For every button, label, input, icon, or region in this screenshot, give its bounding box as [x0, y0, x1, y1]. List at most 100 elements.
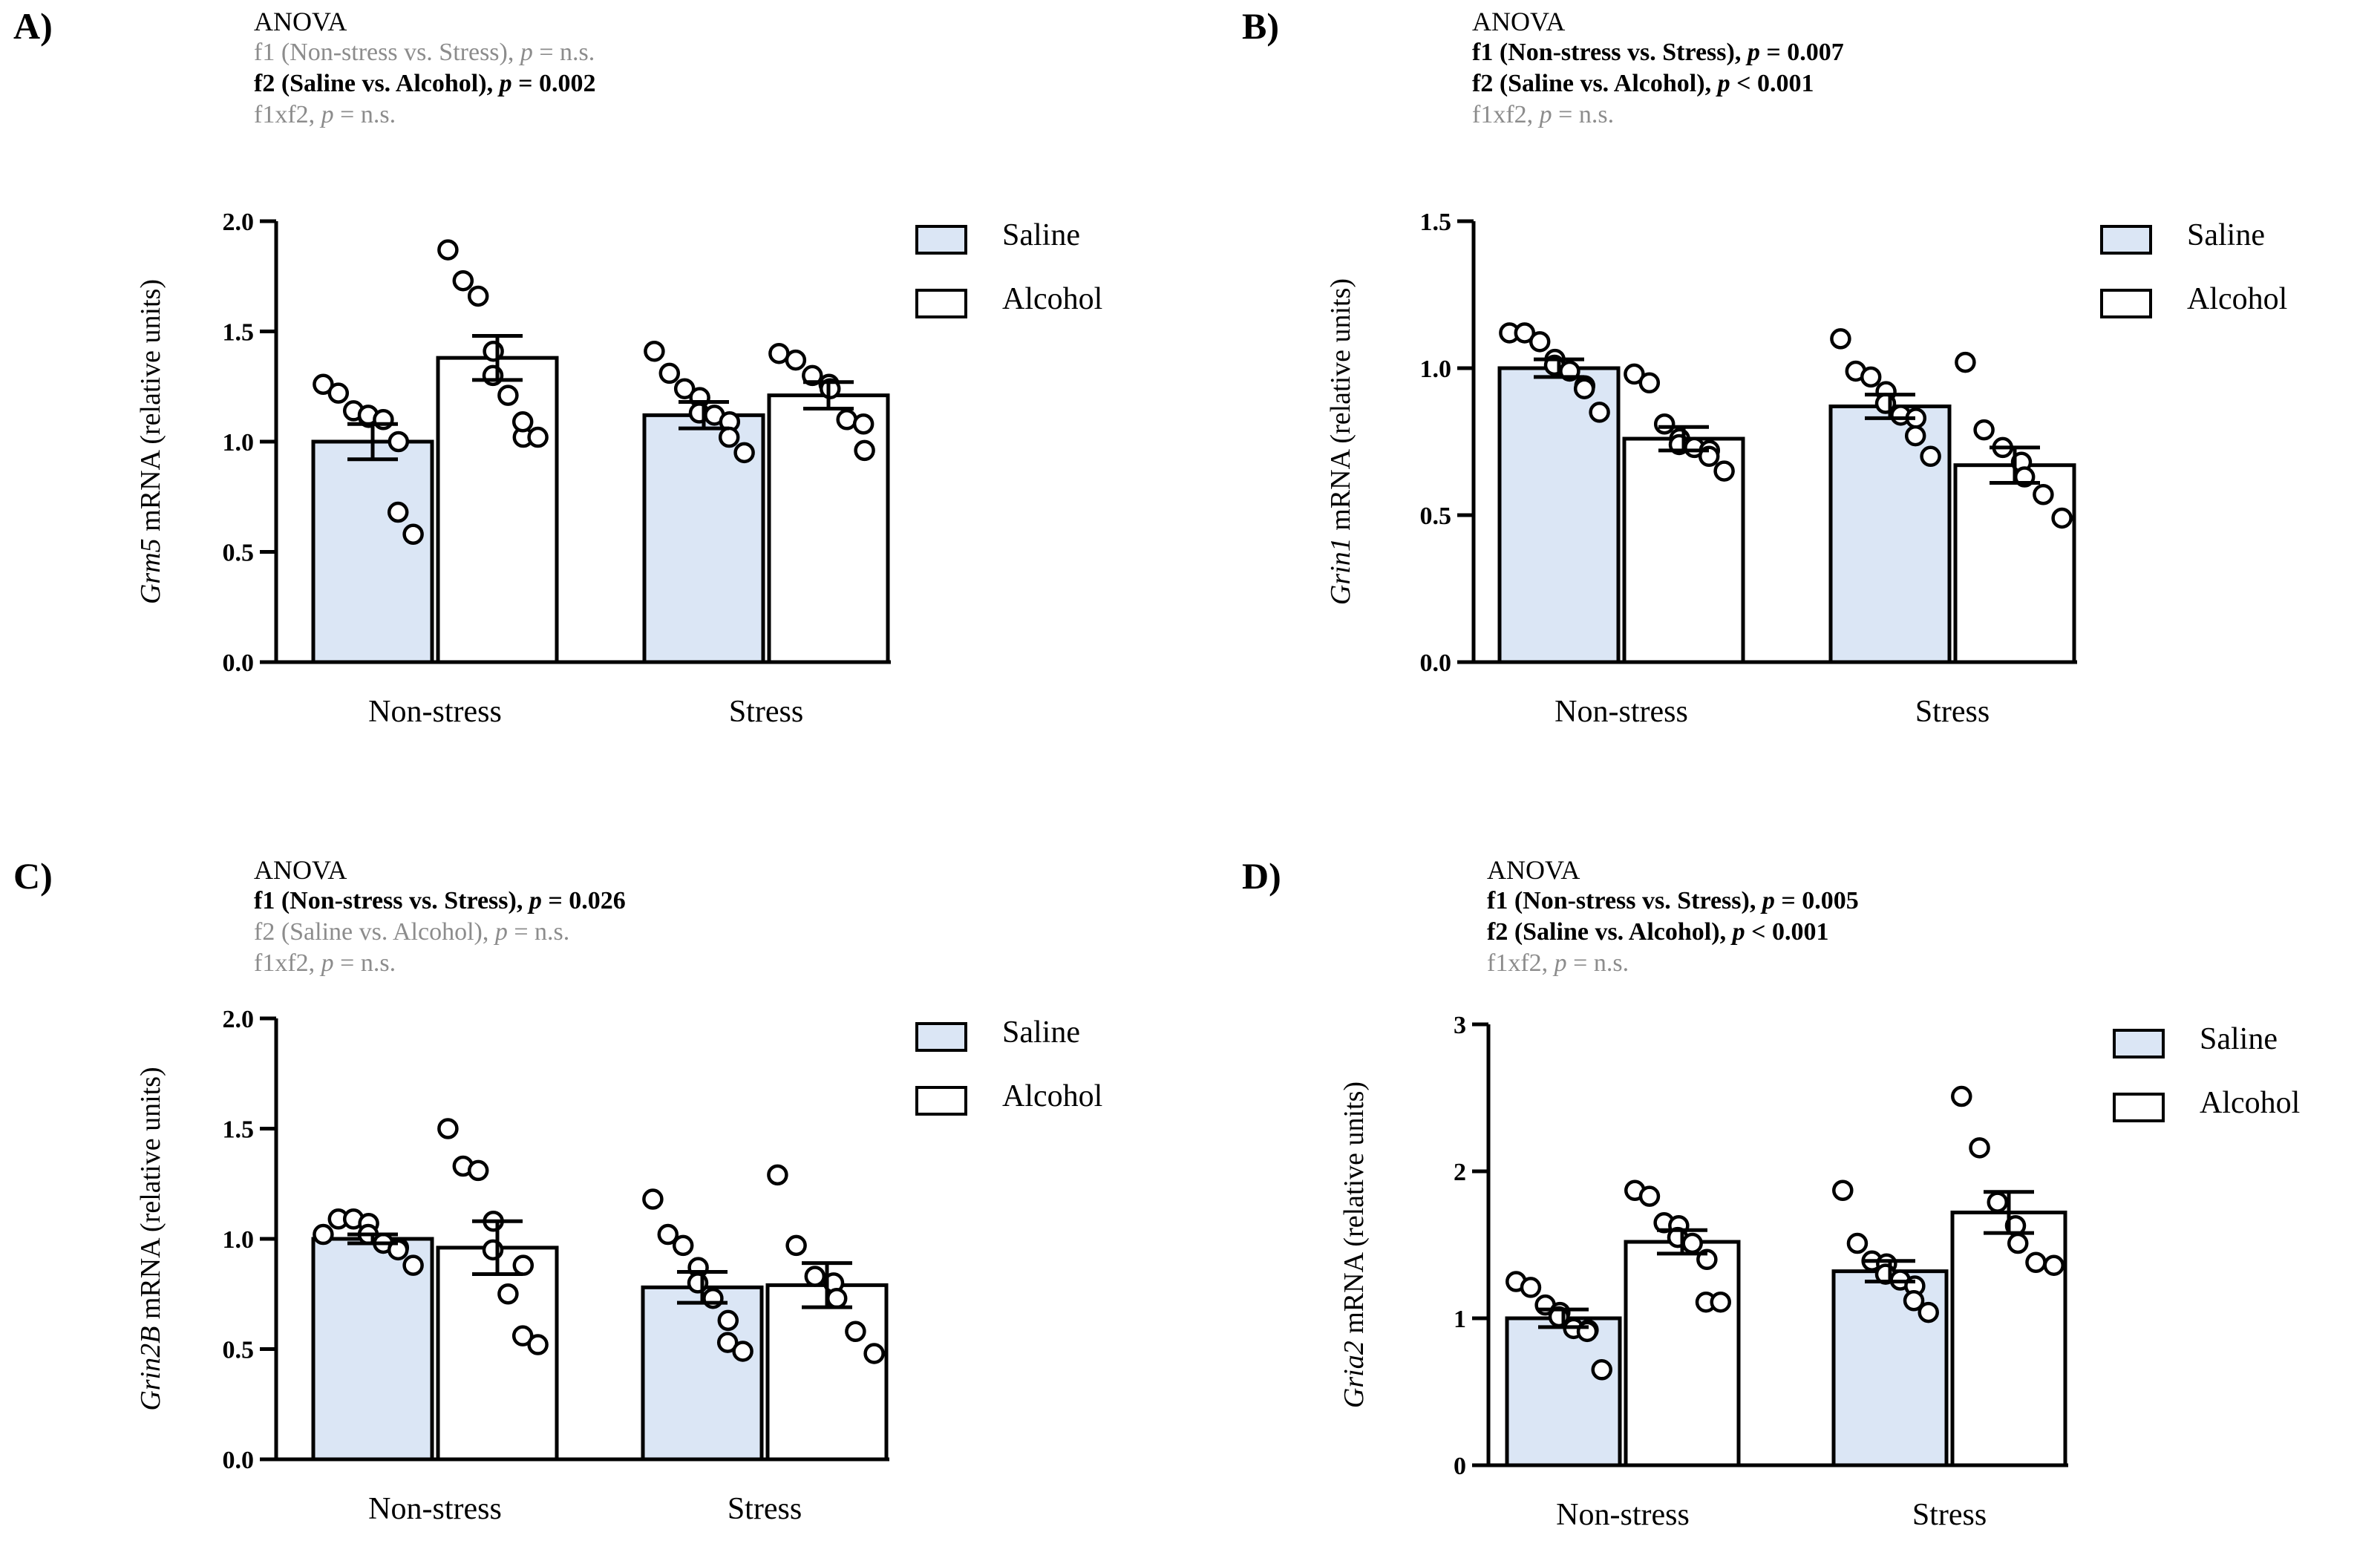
anova-f2: f2 (Saline vs. Alcohol), p < 0.001: [1472, 70, 1814, 97]
legend-label-saline: Saline: [1002, 218, 1080, 252]
data-point: [1624, 363, 1645, 385]
anova-f1xf2: f1xf2, p = n.s.: [254, 949, 396, 977]
anova-title: ANOVA: [1487, 855, 1580, 885]
y-tick-label: 1.0: [223, 1226, 255, 1254]
data-point: [1951, 1085, 1972, 1107]
data-point: [836, 409, 857, 431]
data-point: [327, 382, 350, 404]
y-tick-label: 2.0: [223, 1006, 255, 1033]
y-tick-label: 1.0: [223, 429, 255, 456]
y-tick-label: 0.5: [223, 1337, 255, 1364]
data-point: [852, 413, 874, 435]
anova-f2: f2 (Saline vs. Alcohol), p = n.s.: [254, 918, 570, 946]
anova-f1: f1 (Non-stress vs. Stress), p = 0.026: [254, 887, 626, 914]
bar-chart-gria2: 0 1 2 3 Gria2 mRNA (relative units) Non-stres…: [1338, 1012, 2300, 1532]
legend-swatch-alcohol: [2113, 1093, 2165, 1122]
panel-label: C): [13, 855, 53, 897]
legend-swatch-saline: [2100, 225, 2152, 255]
bar-alcohol-stress: [1950, 1210, 2067, 1467]
data-point: [1713, 460, 1735, 482]
data-point: [437, 239, 459, 261]
panel-d: D) ANOVA f1 (Non-stress vs. Stress), p =…: [1190, 780, 2380, 1560]
data-point: [1573, 378, 1595, 399]
data-point: [767, 1164, 788, 1186]
data-point: [845, 1321, 866, 1342]
bar-saline-stress: [1828, 404, 1952, 664]
y-tick-label: 1.5: [223, 319, 255, 347]
data-point: [1710, 1291, 1731, 1313]
panel-label: D): [1242, 855, 1281, 897]
data-point: [732, 1341, 753, 1362]
y-axis-label-gene: Grin1: [1325, 537, 1356, 605]
data-point: [1638, 1185, 1661, 1207]
y-axis-label-gene: Grin2B: [135, 1326, 166, 1411]
y-tick-label: 0: [1454, 1453, 1466, 1480]
y-axis-label-units: mRNA (relative units): [135, 279, 166, 538]
anova-title: ANOVA: [254, 7, 347, 36]
anova-f1xf2: f1xf2, p = n.s.: [1472, 101, 1615, 128]
anova-f2: f2 (Saline vs. Alcohol), p < 0.001: [1487, 918, 1829, 946]
bar-chart-grm5: 0.0 0.5 1.0 1.5 2.0 Grm5 mRNA (relative units…: [135, 209, 1102, 729]
data-point: [1987, 1191, 2009, 1213]
anova-summary: ANOVA f1 (Non-stress vs. Stress), p = n.…: [254, 6, 595, 131]
y-axis-label: Gria2 mRNA (relative units): [1338, 1081, 1370, 1408]
data-point: [718, 426, 740, 448]
data-point: [733, 442, 755, 464]
y-axis-label: Grin1 mRNA (relative units): [1325, 278, 1356, 605]
x-category-label: Non-stress: [1556, 1498, 1690, 1532]
y-tick-label: 0.0: [1420, 649, 1452, 677]
data-point: [1920, 445, 1941, 468]
bar-saline-non-stress: [311, 439, 434, 664]
data-point: [716, 1332, 739, 1353]
data-point: [1653, 413, 1676, 435]
data-point: [2051, 507, 2073, 529]
anova-summary: ANOVA f1 (Non-stress vs. Stress), p = 0.…: [254, 854, 626, 979]
data-point: [1918, 1301, 1939, 1323]
panel-c: C) ANOVA f1 (Non-stress vs. Stress), p =…: [0, 780, 1190, 1560]
y-axis-label-gene: Grm5: [135, 538, 166, 604]
x-category-label: Stress: [1912, 1498, 1987, 1532]
y-tick-label: 0.5: [1420, 503, 1452, 530]
anova-title: ANOVA: [1472, 7, 1566, 36]
data-point: [1638, 372, 1661, 394]
data-point: [387, 1239, 409, 1261]
data-point: [785, 349, 807, 371]
data-point: [1520, 1277, 1542, 1298]
legend-label-alcohol: Alcohol: [1002, 1079, 1102, 1113]
data-point: [2007, 1232, 2029, 1254]
data-point: [2043, 1254, 2064, 1276]
bar-chart-grin2b: 0.0 0.5 1.0 1.5 2.0 Grin2B mRNA (relative uni…: [135, 1006, 1102, 1526]
legend-label-saline: Saline: [2187, 218, 2265, 252]
y-axis-label-units: mRNA (relative units): [1325, 278, 1356, 537]
y-tick-label: 1.5: [223, 1116, 255, 1144]
y-tick-label: 3: [1454, 1012, 1466, 1039]
data-point: [1973, 419, 1995, 441]
legend-label-alcohol: Alcohol: [1002, 282, 1102, 316]
data-point: [1681, 1232, 1703, 1254]
data-point: [512, 1254, 534, 1276]
data-point: [497, 384, 519, 406]
bar-chart-grin1: 0.0 0.5 1.0 1.5 Grin1 mRNA (relative units) N…: [1325, 209, 2287, 729]
legend-swatch-alcohol: [915, 289, 967, 318]
y-tick-label: 0.0: [223, 1447, 255, 1474]
data-point: [1529, 331, 1551, 353]
data-point: [467, 1159, 489, 1182]
data-point: [1955, 351, 1976, 373]
y-tick-label: 2: [1454, 1159, 1466, 1186]
data-point: [804, 1266, 826, 1287]
legend-swatch-saline: [915, 1022, 967, 1052]
panel-b: B) ANOVA f1 (Non-stress vs. Stress), p =…: [1190, 0, 2380, 780]
legend-label-saline: Saline: [2200, 1022, 2278, 1056]
bar-saline-stress: [1831, 1269, 1949, 1467]
legend-swatch-alcohol: [915, 1086, 967, 1116]
data-point: [1832, 1179, 1854, 1201]
data-point: [1591, 1359, 1612, 1381]
data-point: [402, 523, 424, 545]
legend-label-alcohol: Alcohol: [2200, 1086, 2300, 1120]
legend-label-alcohol: Alcohol: [2187, 282, 2287, 316]
y-tick-label: 1.0: [1420, 356, 1452, 383]
data-point: [826, 1287, 848, 1309]
data-point: [717, 1309, 739, 1332]
data-point: [452, 269, 474, 292]
bar-saline-stress: [641, 1285, 764, 1462]
